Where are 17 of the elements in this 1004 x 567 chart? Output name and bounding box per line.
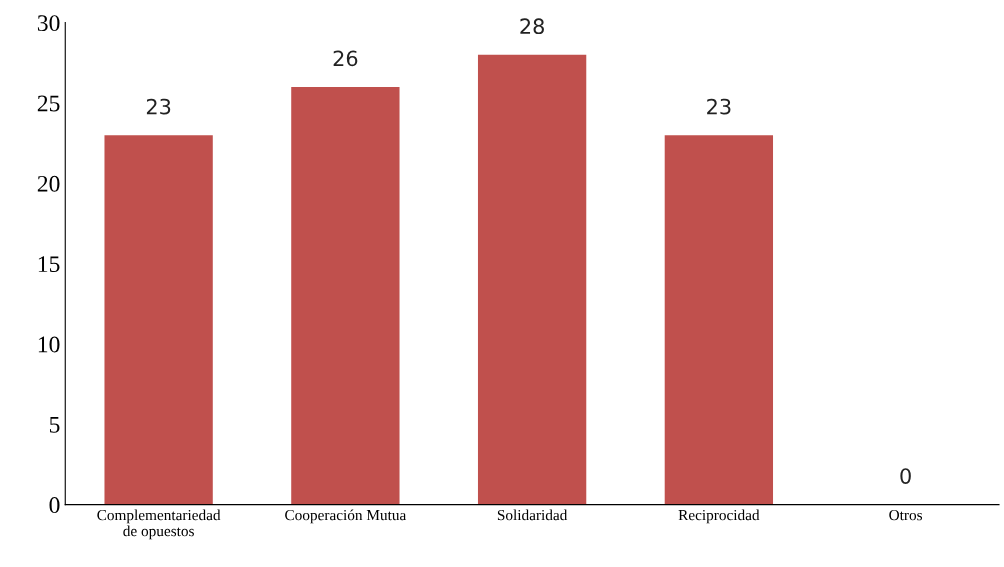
- data-label: 23: [146, 98, 171, 115]
- y-tick-label: 5: [49, 417, 60, 433]
- y-tick-label: 0: [49, 497, 60, 514]
- data-label: 28: [520, 18, 544, 35]
- y-tick-label: 10: [38, 336, 60, 353]
- y-tick-label: 15: [38, 256, 60, 273]
- data-label: 26: [333, 50, 358, 67]
- x-tick-label: Cooperación Mutua: [285, 509, 407, 524]
- y-tick-label: 30: [37, 15, 60, 32]
- x-tick-label: Complementariedad de opuestos: [97, 509, 221, 540]
- x-tick-label: Reciprocidad: [678, 509, 760, 524]
- data-label: 23: [707, 98, 731, 115]
- y-tick-label: 25: [37, 95, 60, 112]
- x-tick-label: Otros: [889, 509, 923, 521]
- y-tick-label: 20: [37, 175, 60, 192]
- data-label: 0: [900, 468, 911, 484]
- x-tick-label: Solidaridad: [497, 509, 568, 521]
